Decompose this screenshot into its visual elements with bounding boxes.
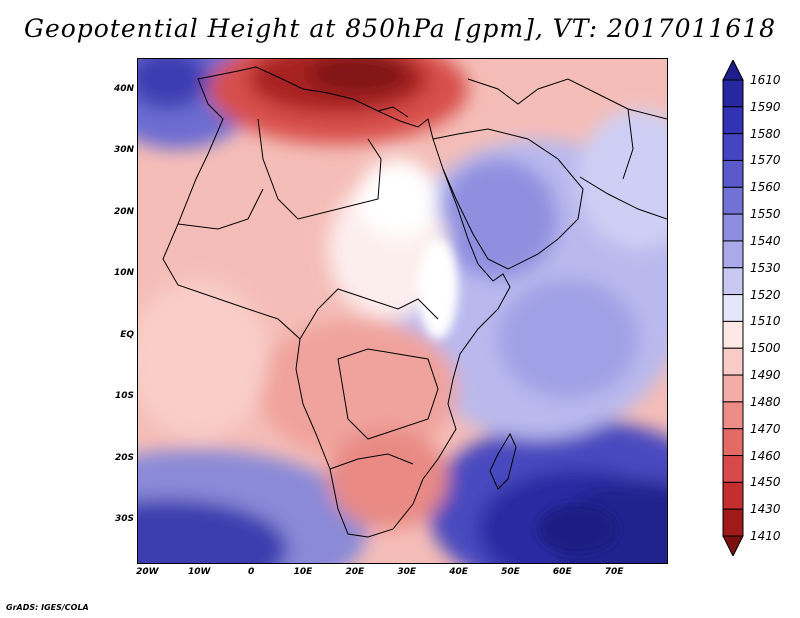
lon-label: 20W	[136, 567, 159, 577]
grads-credit: GrADS: IGES/COLA	[6, 603, 89, 612]
lon-label: 20E	[345, 567, 365, 577]
lat-label: 10S	[114, 391, 134, 402]
colorbar-label: 1570	[750, 153, 781, 168]
lat-label: 10N	[113, 268, 134, 279]
coastlines	[162, 66, 667, 538]
colorbar-min-triangle	[722, 535, 744, 556]
colorbar-segment	[722, 374, 744, 403]
colorbar-label: 1450	[750, 475, 781, 490]
colorbar-segment	[722, 508, 744, 537]
colorbar-label: 1460	[750, 448, 781, 463]
colorbar-segment	[722, 186, 744, 215]
colorbar-max-triangle	[722, 60, 744, 81]
lat-label: 40N	[113, 83, 134, 94]
lon-label: 0	[247, 567, 255, 577]
colorbar-segment	[722, 267, 744, 296]
colorbar-label: 1560	[750, 180, 781, 195]
colorbar-label: 1480	[750, 394, 781, 409]
lon-label: 50E	[501, 567, 520, 577]
colorbar-label: 1540	[750, 233, 781, 248]
lat-label: 20N	[113, 206, 134, 217]
colorbar-label: 1510	[750, 314, 781, 329]
lon-label: 70E	[604, 567, 624, 577]
colorbar-label: 1430	[750, 502, 781, 517]
lat-label: 30S	[114, 513, 134, 524]
colorbar-label: 1520	[750, 287, 781, 302]
colorbar-segment	[722, 481, 744, 510]
colorbar-segment	[722, 320, 744, 349]
lon-label: 10W	[188, 567, 211, 577]
colorbar-segment	[722, 455, 744, 483]
colorbar-label: 1410	[750, 529, 781, 543]
colorbar-label: 1610	[750, 73, 781, 87]
colorbar-label: 1590	[750, 99, 781, 114]
map-plot-area	[137, 58, 668, 564]
colorbar-segment	[722, 401, 744, 430]
colorbar-segment	[722, 347, 744, 376]
lon-label: 30E	[397, 567, 417, 577]
colorbar-segment	[722, 294, 744, 322]
geopotential-map	[138, 59, 667, 563]
lon-label: 60E	[552, 567, 572, 577]
colorbar-segment	[722, 79, 744, 108]
colorbar-label: 1580	[750, 126, 781, 141]
colorbar-segment	[722, 428, 744, 457]
colorbar-segment	[722, 106, 744, 135]
height-field-shading	[138, 59, 667, 563]
colorbar-label: 1500	[750, 341, 781, 356]
colorbar-label: 1470	[750, 421, 781, 436]
colorbar-segment	[722, 240, 744, 269]
lon-label: 10E	[293, 567, 313, 577]
colorbar-label: 1490	[750, 368, 781, 383]
lon-label: 40E	[449, 567, 468, 577]
lat-label: 20S	[114, 452, 134, 463]
colorbar-label: 1550	[750, 207, 781, 222]
colorbar-segment	[722, 213, 744, 242]
lat-label: 30N	[113, 145, 134, 156]
map-title: Geopotential Height at 850hPa [gpm], VT:…	[23, 14, 777, 43]
colorbar	[722, 60, 744, 556]
colorbar-segment	[722, 159, 744, 188]
lat-label: EQ	[120, 329, 134, 340]
colorbar-segment	[722, 133, 744, 161]
colorbar-label: 1530	[750, 260, 781, 275]
